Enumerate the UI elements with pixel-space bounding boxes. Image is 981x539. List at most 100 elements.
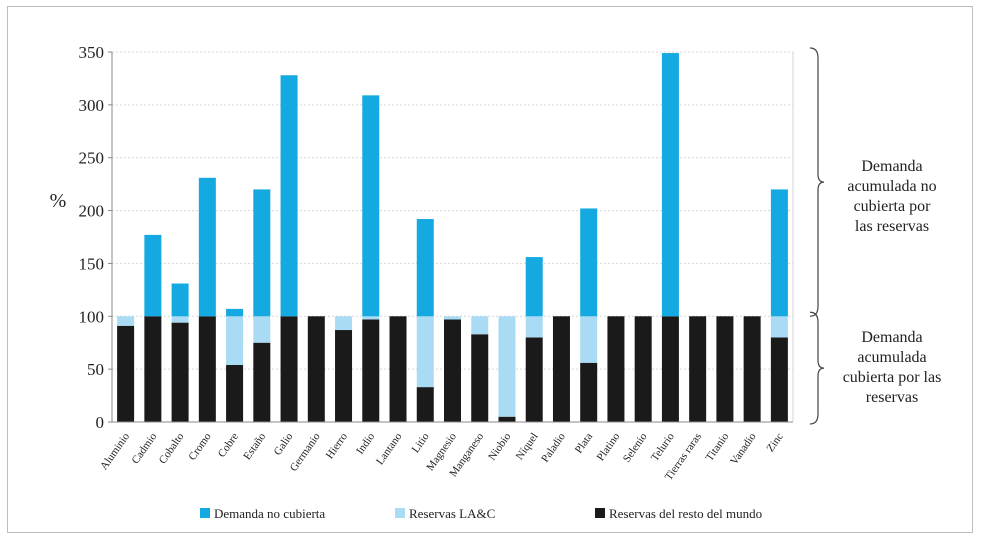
legend-swatch (200, 508, 210, 518)
bar-segment (253, 316, 271, 343)
annotation-lower-line: reservas (865, 389, 919, 406)
bar-segment (253, 189, 271, 317)
bar-segment (661, 316, 679, 422)
y-axis-label: % (50, 190, 67, 212)
bar-segment (389, 316, 407, 422)
x-tick-label: Cadmio (130, 430, 160, 466)
bar-segment (471, 316, 489, 335)
legend-label: Reservas LA&C (409, 506, 495, 521)
y-tick-labels: 0 50 100 150 200 250 300 350 (79, 43, 105, 432)
bar-segment (552, 316, 570, 422)
annotation-upper-line: Demanda (861, 158, 923, 175)
bar-segment (770, 316, 788, 338)
bar-segment (416, 316, 434, 388)
legend: Demanda no cubierta Reservas LA&C Reservas… (200, 506, 762, 521)
bar-segment (444, 319, 461, 422)
bar-segment (444, 316, 461, 320)
y-tick-label: 350 (79, 43, 105, 62)
x-tick-label: Selenio (621, 430, 650, 464)
annotation-lower-line: cubierta por las (842, 369, 942, 386)
bar-segment (117, 316, 135, 326)
x-tick-label: Galio (272, 430, 296, 457)
y-tick-label: 200 (79, 202, 105, 221)
bar-segment (171, 283, 189, 317)
bar-segment (716, 316, 734, 422)
annotation-brackets (809, 47, 825, 425)
bar-segment (607, 316, 625, 422)
chart-frame (7, 6, 973, 533)
bar-segment (580, 362, 598, 422)
bar-segment (498, 316, 516, 417)
y-tick-label: 0 (96, 413, 105, 432)
x-tick-label: Titanio (704, 430, 732, 463)
bar-segment (416, 387, 434, 422)
x-tick-label: Paladio (539, 430, 568, 464)
bar-segment (280, 316, 298, 422)
bar-segment (335, 316, 353, 331)
legend-label: Reservas del resto del mundo (609, 506, 762, 521)
bar-segment (498, 416, 516, 422)
curly-bracket (809, 47, 825, 317)
x-tick-label: Cobre (216, 431, 241, 460)
annotation-upper-line: acumulada no (847, 178, 937, 195)
curly-bracket (809, 311, 825, 425)
legend-swatch (395, 508, 405, 518)
bar-segment (525, 316, 543, 338)
y-tick-label: 300 (79, 96, 105, 115)
bar-segment (689, 316, 707, 422)
x-tick-label: Hierro (324, 430, 351, 461)
bar-segment (362, 319, 380, 422)
bar-segment (144, 316, 162, 422)
y-tick-label: 50 (87, 360, 104, 379)
bar-segment (580, 316, 598, 363)
legend-swatch (595, 508, 605, 518)
annotation-upper: Demanda acumulada no cubierta por las re… (826, 157, 958, 237)
bar-segment (198, 316, 216, 422)
bar-segment (743, 316, 761, 422)
x-tick-label: Níquel (514, 431, 541, 462)
bar-segment (307, 316, 325, 422)
bars (117, 53, 788, 422)
x-tick-label: Lantano (374, 430, 405, 467)
bar-segment (144, 234, 162, 317)
bar-segment (661, 53, 679, 317)
bar-segment (770, 189, 788, 317)
bar-segment (471, 334, 489, 422)
y-tick-label: 100 (79, 307, 105, 326)
bar-segment (580, 208, 598, 317)
x-tick-label: Indio (354, 430, 377, 456)
x-tick-label: Zinc (764, 431, 785, 454)
annotation-lower: Demanda acumulada cubierta por las reser… (826, 328, 958, 408)
y-tick-label: 250 (79, 149, 105, 168)
bar-segment (362, 316, 380, 320)
bar-segment (525, 257, 543, 317)
bar-segment (171, 316, 189, 323)
axes (108, 51, 794, 423)
legend-label: Demanda no cubierta (214, 506, 325, 521)
bar-segment (171, 322, 189, 422)
annotation-lower-line: acumulada (857, 349, 927, 366)
x-tick-label: Aluminio (98, 430, 132, 472)
x-tick-label: Plata (573, 431, 596, 456)
bar-segment (198, 177, 216, 317)
bar-segment (226, 364, 244, 422)
x-tick-label: Cromo (186, 430, 214, 462)
bar-segment (226, 308, 244, 317)
x-tick-label: Cobalto (157, 430, 187, 466)
bar-segment (280, 75, 298, 317)
bar-segment (226, 316, 244, 365)
bar-segment (634, 316, 652, 422)
x-tick-label: Vanadio (728, 430, 759, 467)
y-tick-label: 150 (79, 254, 105, 273)
x-tick-label: Estaño (241, 430, 268, 462)
x-tick-label: Telurio (649, 430, 677, 463)
bar-segment (117, 325, 135, 422)
x-tick-label: Litio (410, 430, 432, 455)
x-tick-label: Platino (595, 430, 623, 463)
bar-segment (416, 219, 434, 317)
bar-segment (770, 337, 788, 422)
bar-segment (525, 337, 543, 422)
bar-segment (362, 95, 380, 317)
